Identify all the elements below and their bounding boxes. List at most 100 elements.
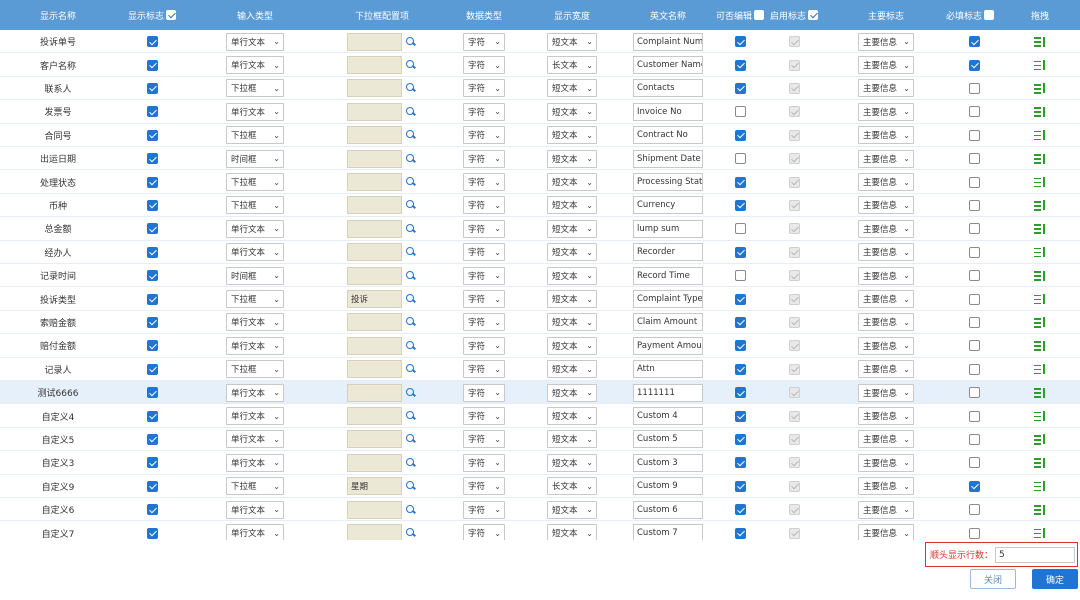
input-type-select[interactable]: 单行文本 ⌄ bbox=[226, 500, 284, 519]
dropdown-config-input[interactable]: 投诉 bbox=[347, 290, 402, 309]
editable-checkbox[interactable] bbox=[734, 82, 746, 94]
drag-handle-icon[interactable] bbox=[1034, 340, 1046, 351]
search-icon[interactable] bbox=[405, 36, 417, 48]
required-checkbox[interactable] bbox=[968, 363, 980, 375]
dropdown-config-input[interactable] bbox=[347, 102, 402, 121]
editable-checkbox[interactable] bbox=[734, 363, 746, 375]
drag-handle-icon[interactable] bbox=[1034, 294, 1046, 305]
drag-handle-icon[interactable] bbox=[1034, 60, 1046, 71]
editable-checkbox[interactable] bbox=[734, 129, 746, 141]
search-icon[interactable] bbox=[405, 527, 417, 539]
dropdown-config-input[interactable] bbox=[347, 266, 402, 285]
show-checkbox[interactable] bbox=[146, 199, 158, 211]
main-flag-select[interactable]: 主要信息 ⌄ bbox=[858, 149, 914, 168]
english-name-input[interactable]: Customer Name bbox=[633, 56, 703, 75]
dropdown-config-input[interactable] bbox=[347, 336, 402, 355]
main-flag-select[interactable]: 主要信息 ⌄ bbox=[858, 500, 914, 519]
english-name-input[interactable]: Custom 7 bbox=[633, 524, 703, 540]
required-checkbox[interactable] bbox=[968, 504, 980, 516]
main-flag-select[interactable]: 主要信息 ⌄ bbox=[858, 56, 914, 75]
search-icon[interactable] bbox=[405, 316, 417, 328]
required-checkbox[interactable] bbox=[968, 480, 980, 492]
show-checkbox[interactable] bbox=[146, 246, 158, 258]
english-name-input[interactable]: Claim Amount bbox=[633, 313, 703, 332]
main-flag-select[interactable]: 主要信息 ⌄ bbox=[858, 336, 914, 355]
dropdown-config-input[interactable] bbox=[347, 219, 402, 238]
main-flag-select[interactable]: 主要信息 ⌄ bbox=[858, 313, 914, 332]
drag-handle-icon[interactable] bbox=[1034, 130, 1046, 141]
required-checkbox[interactable] bbox=[968, 82, 980, 94]
english-name-input[interactable]: Attn bbox=[633, 360, 703, 379]
search-icon[interactable] bbox=[405, 293, 417, 305]
show-checkbox[interactable] bbox=[146, 457, 158, 469]
english-name-input[interactable]: Processing Stat bbox=[633, 173, 703, 192]
width-select[interactable]: 长文本 ⌄ bbox=[547, 477, 597, 496]
editable-checkbox[interactable] bbox=[734, 36, 746, 48]
editable-checkbox[interactable] bbox=[734, 199, 746, 211]
drag-handle-icon[interactable] bbox=[1034, 481, 1046, 492]
data-type-select[interactable]: 字符 ⌄ bbox=[463, 79, 505, 98]
data-type-select[interactable]: 字符 ⌄ bbox=[463, 56, 505, 75]
search-icon[interactable] bbox=[405, 199, 417, 211]
drag-handle-icon[interactable] bbox=[1034, 223, 1046, 234]
dropdown-config-input[interactable] bbox=[347, 360, 402, 379]
search-icon[interactable] bbox=[405, 59, 417, 71]
input-type-select[interactable]: 单行文本 ⌄ bbox=[226, 524, 284, 540]
english-name-input[interactable]: 1111111 bbox=[633, 383, 703, 402]
drag-handle-icon[interactable] bbox=[1034, 387, 1046, 398]
editable-all-checkbox[interactable] bbox=[754, 10, 764, 20]
dropdown-config-input[interactable] bbox=[347, 79, 402, 98]
data-type-select[interactable]: 字符 ⌄ bbox=[463, 383, 505, 402]
input-type-select[interactable]: 时间框 ⌄ bbox=[226, 266, 284, 285]
required-checkbox[interactable] bbox=[968, 153, 980, 165]
required-checkbox[interactable] bbox=[968, 457, 980, 469]
search-icon[interactable] bbox=[405, 340, 417, 352]
width-select[interactable]: 短文本 ⌄ bbox=[547, 173, 597, 192]
main-flag-select[interactable]: 主要信息 ⌄ bbox=[858, 126, 914, 145]
input-type-select[interactable]: 单行文本 ⌄ bbox=[226, 313, 284, 332]
data-type-select[interactable]: 字符 ⌄ bbox=[463, 430, 505, 449]
required-all-checkbox[interactable] bbox=[984, 10, 994, 20]
input-type-select[interactable]: 单行文本 ⌄ bbox=[226, 32, 284, 51]
editable-checkbox[interactable] bbox=[734, 246, 746, 258]
main-flag-select[interactable]: 主要信息 ⌄ bbox=[858, 173, 914, 192]
show-checkbox[interactable] bbox=[146, 387, 158, 399]
width-select[interactable]: 短文本 ⌄ bbox=[547, 32, 597, 51]
search-icon[interactable] bbox=[405, 270, 417, 282]
width-select[interactable]: 短文本 ⌄ bbox=[547, 290, 597, 309]
data-type-select[interactable]: 字符 ⌄ bbox=[463, 336, 505, 355]
required-checkbox[interactable] bbox=[968, 316, 980, 328]
show-checkbox[interactable] bbox=[146, 270, 158, 282]
required-checkbox[interactable] bbox=[968, 270, 980, 282]
editable-checkbox[interactable] bbox=[734, 316, 746, 328]
width-select[interactable]: 短文本 ⌄ bbox=[547, 126, 597, 145]
drag-handle-icon[interactable] bbox=[1034, 317, 1046, 328]
data-type-select[interactable]: 字符 ⌄ bbox=[463, 360, 505, 379]
english-name-input[interactable]: Contract No bbox=[633, 126, 703, 145]
editable-checkbox[interactable] bbox=[734, 410, 746, 422]
search-icon[interactable] bbox=[405, 433, 417, 445]
english-name-input[interactable]: Custom 5 bbox=[633, 430, 703, 449]
search-icon[interactable] bbox=[405, 106, 417, 118]
editable-checkbox[interactable] bbox=[734, 106, 746, 118]
header-rows-input[interactable]: 5 bbox=[995, 546, 1076, 563]
english-name-input[interactable]: Custom 4 bbox=[633, 407, 703, 426]
input-type-select[interactable]: 单行文本 ⌄ bbox=[226, 102, 284, 121]
drag-handle-icon[interactable] bbox=[1034, 106, 1046, 117]
english-name-input[interactable]: Complaint Numb bbox=[633, 32, 703, 51]
dropdown-config-input[interactable] bbox=[347, 149, 402, 168]
input-type-select[interactable]: 单行文本 ⌄ bbox=[226, 243, 284, 262]
show-all-checkbox[interactable] bbox=[166, 10, 176, 20]
editable-checkbox[interactable] bbox=[734, 527, 746, 539]
main-flag-select[interactable]: 主要信息 ⌄ bbox=[858, 32, 914, 51]
show-checkbox[interactable] bbox=[146, 527, 158, 539]
data-type-select[interactable]: 字符 ⌄ bbox=[463, 243, 505, 262]
search-icon[interactable] bbox=[405, 129, 417, 141]
required-checkbox[interactable] bbox=[968, 410, 980, 422]
dropdown-config-input[interactable] bbox=[347, 313, 402, 332]
english-name-input[interactable]: Payment Amour bbox=[633, 336, 703, 355]
required-checkbox[interactable] bbox=[968, 293, 980, 305]
show-checkbox[interactable] bbox=[146, 293, 158, 305]
input-type-select[interactable]: 下拉框 ⌄ bbox=[226, 290, 284, 309]
show-checkbox[interactable] bbox=[146, 223, 158, 235]
